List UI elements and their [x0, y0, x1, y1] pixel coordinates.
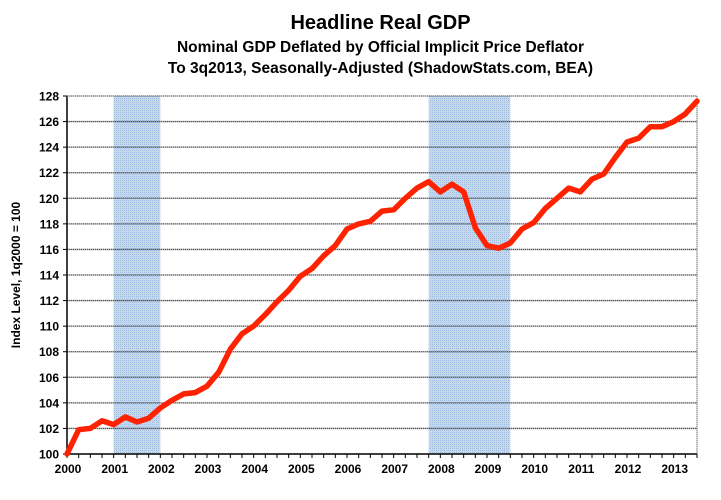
y-tick-label: 124: [39, 141, 59, 155]
y-tick-label: 126: [39, 115, 59, 129]
y-axis: 100 102 104 106 108 110 112 114 116 118 120 122 124 1…: [39, 90, 67, 462]
x-tick-label: 2003: [195, 462, 222, 476]
y-tick-label: 108: [39, 345, 59, 359]
chart-title: Headline Real GDP: [290, 12, 471, 34]
y-tick-label: 128: [39, 90, 59, 104]
x-tick-label: 2013: [661, 462, 688, 476]
x-tick-label: 2006: [335, 462, 362, 476]
y-tick-label: 100: [39, 448, 59, 462]
y-tick-label: 120: [39, 192, 59, 206]
x-tick-label: 2002: [148, 462, 175, 476]
y-tick-label: 102: [39, 422, 59, 436]
y-axis-title: Index Level, 1q2000 = 100: [9, 201, 23, 348]
chart-subtitle-line-1: Nominal GDP Deflated by Official Implici…: [176, 39, 585, 56]
x-tick-label: 2007: [381, 462, 408, 476]
series-line-1: [64, 98, 700, 457]
y-tick-label: 112: [40, 294, 60, 308]
y-tick-label: 110: [40, 320, 60, 334]
x-tick-label: 2004: [241, 462, 268, 476]
y-tick-label: 106: [39, 371, 59, 385]
y-tick-label: 118: [40, 217, 60, 231]
y-tick-label: 116: [40, 243, 60, 257]
x-tick-label: 2012: [615, 462, 642, 476]
x-tick-label: 2009: [475, 462, 502, 476]
x-tick-label: 2008: [428, 462, 455, 476]
x-axis: 2000 2001 2002 2003 2004 2005 2006 2007 2008 2009…: [55, 454, 698, 476]
gridlines: [67, 95, 697, 430]
x-tick-label: 2005: [288, 462, 315, 476]
x-tick-label: 2011: [568, 462, 594, 476]
y-tick-label: 122: [39, 166, 59, 180]
x-tick-label: 2010: [521, 462, 548, 476]
chart-subtitle-line-2: To 3q2013, Seasonally-Adjusted (ShadowSt…: [167, 60, 594, 77]
y-tick-label: 114: [40, 269, 60, 283]
x-tick-label: 2001: [101, 462, 128, 476]
y-tick-label: 104: [39, 396, 59, 410]
series-group: [64, 98, 700, 457]
x-tick-label: 2000: [55, 462, 82, 476]
